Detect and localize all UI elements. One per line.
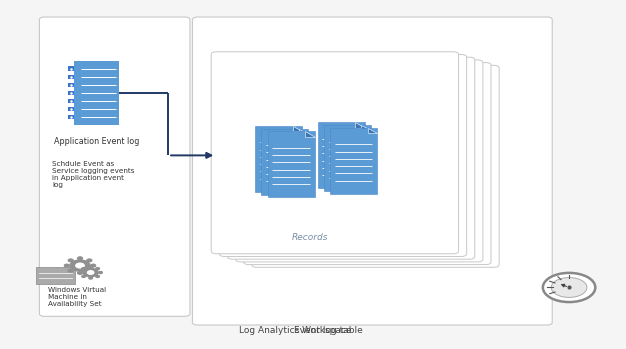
Circle shape (82, 275, 85, 277)
Circle shape (87, 259, 92, 262)
Circle shape (68, 259, 73, 262)
FancyBboxPatch shape (244, 62, 491, 265)
Polygon shape (305, 131, 314, 136)
Bar (68, 75, 74, 79)
FancyBboxPatch shape (192, 17, 552, 325)
Text: Application Event log: Application Event log (54, 137, 139, 146)
FancyBboxPatch shape (39, 17, 190, 316)
Circle shape (83, 268, 98, 277)
Circle shape (91, 264, 96, 267)
FancyBboxPatch shape (317, 122, 364, 188)
Circle shape (79, 272, 83, 274)
Circle shape (96, 275, 100, 277)
Text: Log Analytics Workspace: Log Analytics Workspace (239, 326, 352, 335)
Circle shape (552, 277, 587, 297)
Bar (74, 61, 119, 125)
Circle shape (87, 269, 92, 272)
Circle shape (78, 257, 83, 260)
Circle shape (78, 272, 83, 274)
FancyBboxPatch shape (324, 125, 371, 191)
Bar (68, 115, 74, 119)
Bar (68, 99, 74, 103)
Circle shape (99, 272, 102, 274)
FancyBboxPatch shape (211, 52, 458, 254)
Polygon shape (355, 122, 364, 128)
FancyBboxPatch shape (252, 65, 499, 267)
FancyBboxPatch shape (227, 57, 475, 259)
Circle shape (89, 277, 93, 279)
Polygon shape (299, 129, 309, 134)
FancyBboxPatch shape (268, 131, 314, 198)
Bar (36, 267, 75, 284)
Bar (68, 91, 74, 95)
Circle shape (543, 273, 595, 302)
Text: Windows Virtual
Machine in
Availability Set: Windows Virtual Machine in Availability … (48, 288, 106, 307)
FancyBboxPatch shape (235, 60, 483, 262)
Bar (68, 83, 74, 87)
Circle shape (68, 269, 73, 272)
Circle shape (76, 263, 85, 268)
FancyBboxPatch shape (262, 129, 309, 195)
FancyBboxPatch shape (219, 54, 466, 257)
Circle shape (70, 260, 90, 271)
FancyBboxPatch shape (255, 126, 302, 192)
Circle shape (96, 268, 100, 270)
Text: Records: Records (292, 232, 328, 242)
Circle shape (88, 271, 94, 274)
Polygon shape (293, 126, 302, 131)
Bar (68, 67, 74, 71)
Circle shape (64, 264, 69, 267)
Circle shape (82, 268, 85, 270)
Text: Event log table: Event log table (294, 326, 363, 335)
Polygon shape (367, 128, 377, 133)
Bar (68, 107, 74, 111)
Polygon shape (361, 125, 371, 131)
Circle shape (89, 266, 93, 268)
FancyBboxPatch shape (330, 128, 377, 194)
Text: Schdule Event as
Service logging events
in Application event
log: Schdule Event as Service logging events … (52, 161, 135, 188)
